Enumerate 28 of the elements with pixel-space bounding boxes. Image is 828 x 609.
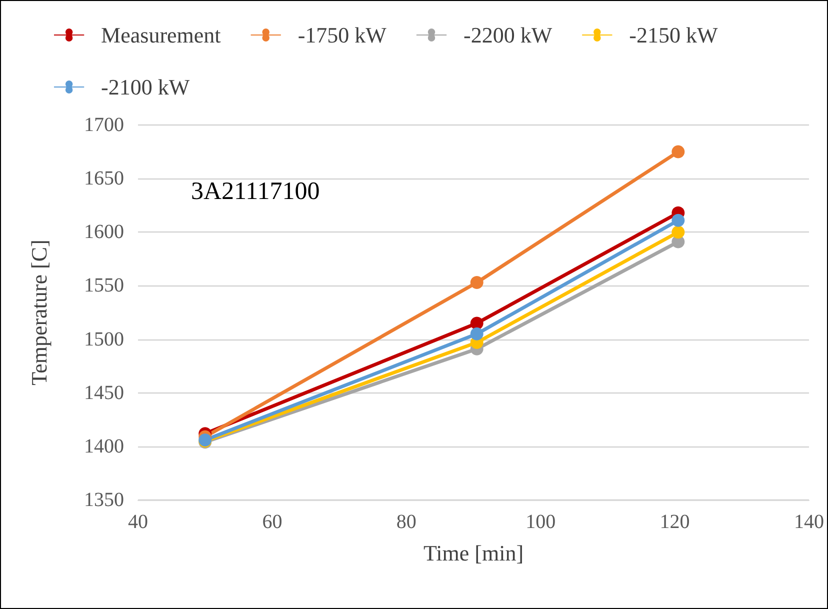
y-tick-label: 1550 — [84, 274, 124, 297]
x-tick-label: 80 — [396, 511, 416, 533]
y-tick-label: 1650 — [84, 168, 124, 190]
legend-label: -2150 kW — [629, 22, 718, 48]
y-tick-label: 1350 — [84, 489, 124, 511]
y-tick-label: 1400 — [84, 435, 124, 458]
y-tick-label: 1500 — [84, 328, 124, 350]
y-tick-label: 1600 — [84, 221, 124, 244]
point — [672, 226, 685, 239]
annotation: 3A21117100 — [191, 178, 320, 205]
point — [470, 327, 484, 340]
point — [470, 276, 484, 289]
point — [672, 214, 685, 227]
point — [672, 145, 685, 158]
x-tick-label: 120 — [660, 511, 690, 533]
x-tick-label: 100 — [526, 511, 556, 533]
legend-label: Measurement — [101, 22, 221, 48]
y-tick-label: 1450 — [84, 382, 124, 404]
legend-label: -2200 kW — [464, 22, 552, 48]
y-axis-title: Temperature [C] — [26, 240, 52, 386]
legend-label: -1750 kW — [298, 22, 387, 48]
y-tick-label: 1700 — [84, 114, 124, 136]
x-tick-label: 40 — [128, 511, 148, 533]
x-axis-title: Time [min] — [423, 540, 524, 566]
point — [470, 316, 484, 330]
x-tick-label: 140 — [794, 511, 824, 533]
x-tick-label: 60 — [262, 511, 282, 533]
legend-label: -2100 kW — [101, 74, 190, 100]
